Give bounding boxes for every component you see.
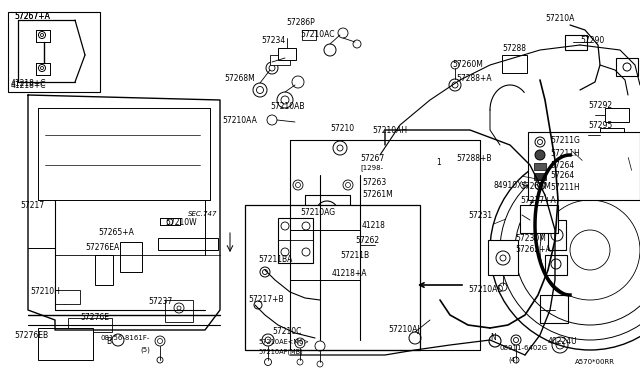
Text: B: B — [106, 337, 111, 346]
Text: 57265M: 57265M — [520, 182, 551, 190]
Bar — [540, 295, 568, 323]
Text: 57210AE<M6>: 57210AE<M6> — [258, 339, 309, 345]
Text: 57288: 57288 — [502, 44, 526, 52]
Bar — [278, 48, 296, 60]
Text: 57286P: 57286P — [286, 17, 315, 26]
Text: 57267+A: 57267+A — [14, 12, 50, 20]
Text: 57262+A: 57262+A — [515, 246, 551, 254]
Bar — [616, 58, 638, 76]
Text: 57210W: 57210W — [165, 218, 196, 227]
Text: 41218+C: 41218+C — [11, 80, 47, 90]
Text: 1: 1 — [436, 157, 441, 167]
Bar — [8, 12, 100, 92]
Bar — [605, 108, 629, 122]
Bar — [38, 328, 93, 360]
Text: 08911-6402G: 08911-6402G — [500, 345, 548, 351]
Text: 57288+A: 57288+A — [456, 74, 492, 83]
Bar — [95, 255, 113, 285]
Bar — [528, 132, 640, 200]
Text: 57211H: 57211H — [550, 148, 580, 157]
Text: 57268M: 57268M — [224, 74, 255, 83]
Text: 57210C: 57210C — [272, 327, 301, 337]
Text: [1298-: [1298- — [360, 165, 383, 171]
Bar — [545, 255, 567, 275]
Text: 57210AB: 57210AB — [270, 102, 305, 110]
Circle shape — [535, 150, 545, 160]
Text: 57264: 57264 — [550, 170, 574, 180]
Text: 57261M: 57261M — [362, 189, 393, 199]
Text: 57264: 57264 — [550, 160, 574, 170]
Text: 57267+A: 57267+A — [14, 12, 50, 20]
Text: 57230M: 57230M — [515, 234, 546, 243]
Bar — [502, 55, 527, 73]
Text: 57210AF(MB): 57210AF(MB) — [258, 349, 303, 355]
Bar — [534, 173, 546, 180]
Text: 57288+B: 57288+B — [456, 154, 492, 163]
Bar — [520, 205, 558, 233]
Bar — [488, 240, 518, 275]
Text: 57211G: 57211G — [550, 135, 580, 144]
Text: 57237: 57237 — [148, 298, 172, 307]
Text: 57260M: 57260M — [452, 60, 483, 68]
Text: 57217: 57217 — [20, 201, 44, 209]
Text: 84910XA: 84910XA — [494, 180, 529, 189]
Text: 40224U: 40224U — [548, 337, 578, 346]
Text: SEC.747: SEC.747 — [188, 211, 218, 217]
Text: 57210AC: 57210AC — [300, 29, 335, 38]
Text: 57267: 57267 — [360, 154, 384, 163]
Text: 57276EA: 57276EA — [85, 244, 119, 253]
Text: 57234: 57234 — [261, 35, 285, 45]
Text: 57210: 57210 — [330, 124, 354, 132]
Text: 41218+C: 41218+C — [11, 78, 47, 87]
Text: 57210H: 57210H — [30, 288, 60, 296]
Text: 57276EB: 57276EB — [14, 330, 48, 340]
Bar — [534, 163, 546, 170]
Bar — [245, 205, 420, 350]
Bar — [120, 242, 142, 272]
Text: 57231: 57231 — [468, 211, 492, 219]
Text: A570*00RR: A570*00RR — [575, 359, 615, 365]
Text: 08156-8161F-: 08156-8161F- — [100, 335, 149, 341]
Text: 57217+A: 57217+A — [520, 196, 556, 205]
Bar — [305, 195, 350, 230]
Text: 57211B: 57211B — [340, 251, 369, 260]
Text: 57211BA: 57211BA — [258, 256, 292, 264]
Bar — [68, 318, 112, 332]
Bar — [278, 218, 313, 263]
Text: (4): (4) — [508, 357, 518, 363]
Bar — [55, 290, 80, 304]
Text: 57211H: 57211H — [550, 183, 580, 192]
Text: 57295: 57295 — [588, 121, 612, 129]
Text: 57263: 57263 — [362, 177, 387, 186]
Bar — [548, 220, 566, 250]
Text: 57210A: 57210A — [545, 13, 574, 22]
Bar — [565, 35, 587, 50]
Text: 57210AG: 57210AG — [300, 208, 335, 217]
Text: 57210AH: 57210AH — [372, 125, 407, 135]
Bar — [600, 128, 624, 142]
Bar — [158, 238, 218, 250]
Bar — [165, 300, 193, 322]
Text: 57276E: 57276E — [80, 314, 109, 323]
Text: 57262: 57262 — [355, 235, 379, 244]
Bar — [270, 55, 290, 65]
Text: 57290: 57290 — [580, 35, 604, 45]
Text: 57217+B: 57217+B — [248, 295, 284, 305]
Text: 57210AJ: 57210AJ — [388, 326, 420, 334]
Text: N: N — [490, 334, 496, 343]
Text: 57210AD: 57210AD — [468, 285, 503, 295]
Text: 41218: 41218 — [362, 221, 386, 230]
Text: 57210AA: 57210AA — [222, 115, 257, 125]
Text: 57292: 57292 — [588, 100, 612, 109]
Text: 41218+A: 41218+A — [332, 269, 367, 279]
Text: (5): (5) — [140, 347, 150, 353]
Bar — [302, 30, 316, 40]
Text: 57265+A: 57265+A — [98, 228, 134, 237]
